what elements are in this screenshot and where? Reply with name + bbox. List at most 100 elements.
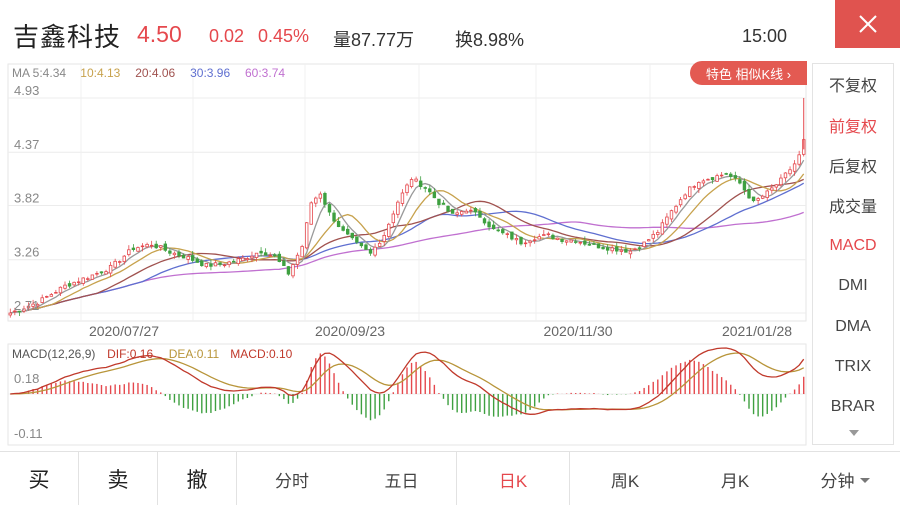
bottom-tab-label: 五日 [384, 471, 419, 491]
candle [482, 217, 487, 226]
side-item-label: TRIX [834, 357, 872, 375]
ma20-line [10, 178, 804, 314]
tab-6[interactable]: 周K [570, 452, 680, 505]
date-tick-label: 2020/11/30 [543, 323, 612, 339]
price-tick-label: 2.71 [14, 298, 39, 313]
volume: 量87.77万 [333, 30, 415, 50]
macd-tick-label: 0.18 [14, 371, 39, 386]
quote-header: 吉鑫科技 4.50 0.02 0.45% 量87.77万 换8.98% 15:0… [0, 0, 835, 60]
price-tick-label: 3.26 [14, 245, 39, 260]
candle [532, 235, 537, 244]
candle [706, 178, 710, 181]
candle [505, 232, 510, 239]
candle [624, 244, 628, 253]
candle [131, 244, 136, 252]
action-0[interactable]: 买 [0, 452, 79, 505]
candle [350, 232, 354, 240]
side-item-8[interactable]: BRAR [813, 387, 893, 427]
side-item-4[interactable]: MACD [813, 226, 893, 266]
candle [81, 277, 85, 286]
candle [254, 252, 259, 262]
side-item-5[interactable]: DMI [813, 266, 893, 306]
candle [651, 230, 655, 243]
candle [592, 241, 596, 246]
action-1[interactable]: 卖 [79, 452, 158, 505]
candle [26, 302, 31, 311]
side-item-3[interactable]: 成交量 [813, 185, 893, 225]
candle [236, 256, 240, 266]
candle [656, 229, 660, 238]
candle [742, 178, 747, 195]
candle [54, 289, 58, 294]
side-item-0[interactable]: 不复权 [813, 64, 893, 104]
candle [277, 251, 282, 263]
candle [551, 233, 555, 240]
candle [332, 210, 336, 224]
candle [227, 260, 231, 268]
side-item-6[interactable]: DMA [813, 306, 893, 346]
candle [797, 150, 801, 167]
bottom-tab-label: 分钟 [820, 471, 855, 491]
candle [514, 234, 519, 245]
candle [733, 171, 738, 182]
candle [104, 269, 108, 275]
candle [510, 231, 514, 241]
candle [291, 263, 295, 279]
candle [318, 191, 323, 203]
price-panel-frame [7, 63, 807, 322]
candle [382, 231, 386, 247]
candle [660, 219, 665, 235]
candle [341, 224, 345, 232]
scroll-down-icon[interactable] [849, 430, 859, 436]
candle [118, 260, 122, 266]
side-item-1[interactable]: 前复权 [813, 104, 893, 144]
candle [245, 257, 250, 262]
candle [692, 185, 696, 191]
candle [67, 280, 72, 289]
tab-3[interactable]: 分时 [237, 452, 347, 505]
candle [783, 172, 788, 182]
candle [300, 244, 304, 258]
candle [49, 293, 54, 297]
candle [232, 258, 236, 263]
candle [569, 239, 573, 243]
candle [697, 181, 701, 194]
similar-kline-button[interactable]: 特色 相似K线 › [690, 61, 807, 85]
tab-4[interactable]: 五日 [347, 452, 457, 505]
candle [149, 240, 154, 249]
tab-8[interactable]: 分钟 [790, 452, 900, 505]
side-item-label: 成交量 [828, 199, 877, 217]
candle [268, 252, 272, 257]
candle [400, 189, 405, 207]
macd-legend-item: DEA:0.11 [169, 347, 220, 361]
kline-chart[interactable]: MA 5:4.34 10:4.13 20:4.06 30:3.96 60:3.74 MAC… [0, 60, 812, 450]
action-2[interactable]: 撤 [158, 452, 237, 505]
candle [473, 207, 478, 217]
candle [323, 191, 327, 208]
candle [688, 186, 692, 198]
candle [478, 207, 482, 218]
side-item-7[interactable]: TRIX [813, 347, 893, 387]
candle [633, 247, 637, 251]
candle [181, 253, 186, 259]
tab-7[interactable]: 月K [680, 452, 790, 505]
candle [792, 160, 797, 176]
close-button[interactable] [835, 0, 900, 48]
candle [177, 249, 181, 259]
candle [546, 231, 551, 237]
bottom-tab-label: 周K [610, 471, 640, 491]
candle [286, 265, 291, 276]
candle [619, 245, 624, 255]
candle [523, 240, 528, 248]
candle [72, 281, 76, 287]
side-item-2[interactable]: 后复权 [813, 145, 893, 185]
ma-legend-item: 30:3.96 [190, 66, 230, 80]
candle [259, 247, 263, 257]
candle [464, 208, 468, 214]
tab-5[interactable]: 日K [457, 452, 570, 505]
last-price: 4.50 [137, 21, 182, 47]
candle [396, 200, 400, 219]
macd-legend-item: MACD(12,26,9) [12, 347, 95, 361]
macd-legend-item: MACD:0.10 [230, 347, 292, 361]
candle [788, 166, 792, 177]
